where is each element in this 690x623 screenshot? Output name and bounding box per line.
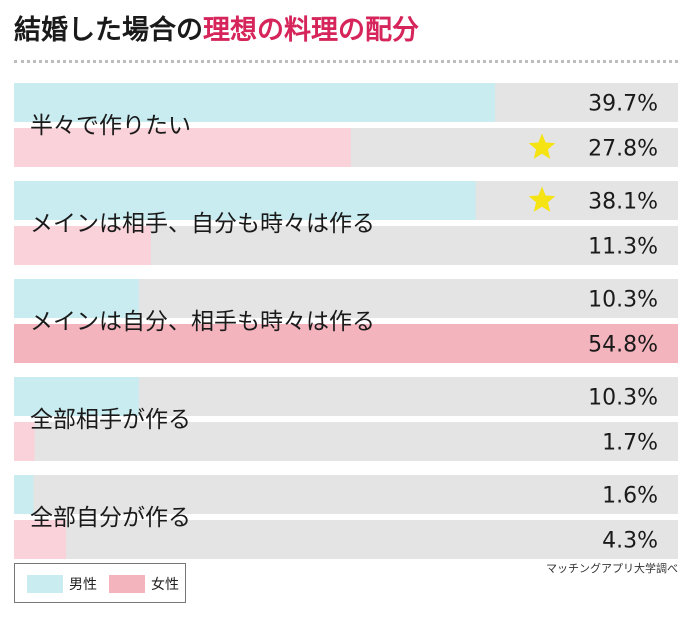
value-label: 1.6% (602, 484, 658, 509)
value-label: 39.7% (588, 92, 658, 117)
source-note: マッチングアプリ大学調べ (546, 562, 678, 575)
category-label: 半々で作りたい (30, 113, 191, 139)
legend-label-female: 女性 (151, 577, 179, 593)
bar-track (14, 475, 678, 514)
category-label: メインは自分、相手も時々は作る (30, 309, 375, 335)
bar-female (14, 324, 678, 363)
bar-male (14, 475, 34, 514)
bar-track (14, 520, 678, 559)
value-label: 27.8% (588, 137, 658, 162)
legend-label-male: 男性 (69, 577, 97, 593)
bar-female (14, 422, 35, 461)
value-label: 11.3% (588, 235, 658, 260)
legend: 男性 女性 (14, 563, 186, 603)
value-label: 10.3% (588, 288, 658, 313)
value-label: 1.7% (602, 431, 658, 456)
title-divider (14, 60, 678, 63)
legend-swatch-male (27, 575, 63, 593)
bar-male (14, 377, 139, 416)
legend-item-female: 女性 (109, 575, 179, 593)
value-label: 38.1% (588, 190, 658, 215)
category-label: メインは相手、自分も時々は作る (30, 211, 375, 237)
bar-track (14, 422, 678, 461)
bar-female (14, 128, 351, 167)
bar-chart: 39.7% 27.8% 半々で作りたい 38.1% 11.3% メインは相手、自分も時々は… (14, 83, 678, 559)
chart-title-accent: 理想の料理の配分 (203, 15, 419, 46)
bar-male (14, 181, 476, 220)
chart-title: 結婚した場合の理想の料理の配分 (14, 8, 419, 47)
legend-swatch-female (109, 575, 145, 593)
bar-male (14, 83, 496, 122)
category-label: 全部自分が作る (30, 505, 191, 531)
bar-male (14, 279, 139, 318)
category-label: 全部相手が作る (30, 407, 191, 433)
bar-female (14, 226, 151, 265)
star-icon (528, 186, 556, 212)
star-icon (528, 133, 556, 159)
bar-female (14, 520, 67, 559)
value-label: 4.3% (602, 529, 658, 554)
legend-item-male: 男性 (27, 575, 97, 593)
chart-title-main: 結婚した場合の (14, 15, 203, 46)
value-label: 10.3% (588, 386, 658, 411)
value-label: 54.8% (588, 333, 658, 358)
